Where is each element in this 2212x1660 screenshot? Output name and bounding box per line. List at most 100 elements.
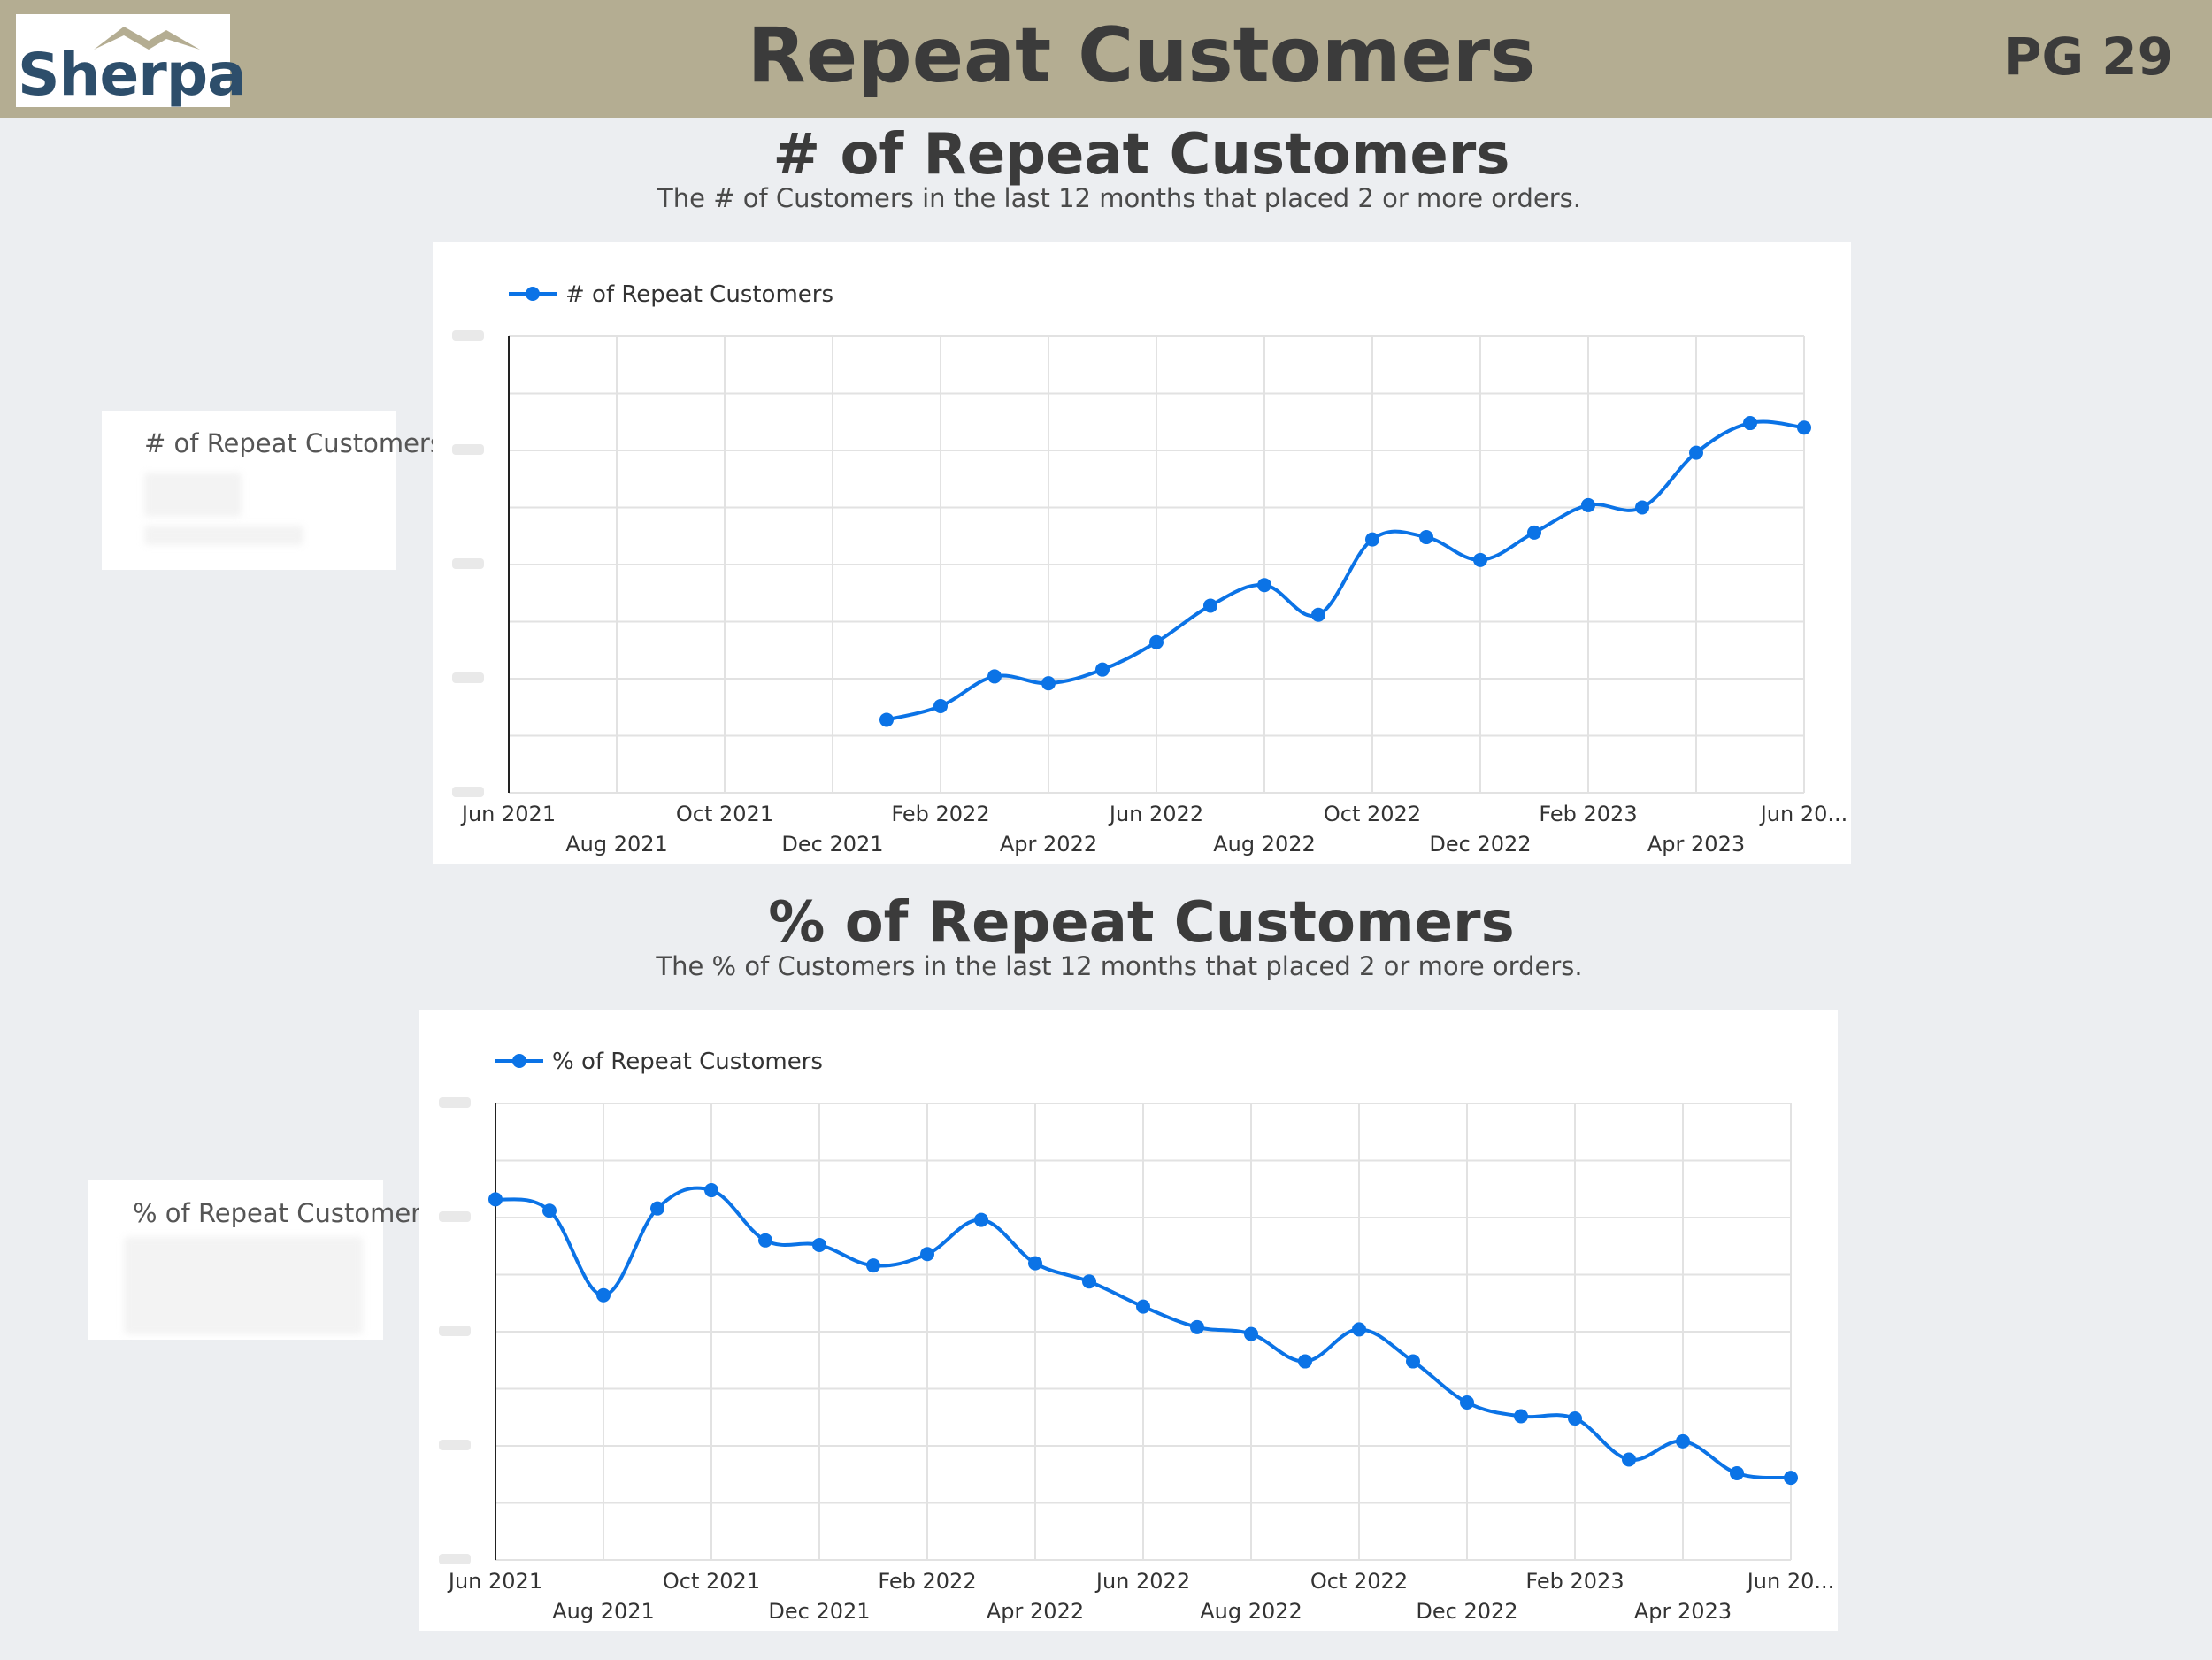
data-point[interactable] [1352, 1322, 1366, 1337]
data-point[interactable] [1730, 1465, 1744, 1480]
chart-card-percent: Jun 2021 Aug 2021 Oct 2021 Dec 2021 Feb 2022… [419, 1010, 1838, 1631]
data-point[interactable] [1149, 634, 1164, 649]
legend-label: % of Repeat Customers [552, 1049, 823, 1075]
y-tick-label-blurred [452, 558, 484, 569]
data-point[interactable] [1244, 1326, 1258, 1341]
data-point[interactable] [1095, 662, 1110, 677]
data-point[interactable] [866, 1258, 880, 1273]
data-point[interactable] [1406, 1354, 1420, 1369]
section1-subtitle: The # of Customers in the last 12 months… [657, 183, 1581, 213]
x-tick-label: Apr 2023 [1634, 1599, 1732, 1624]
mountain-logo-icon [94, 27, 200, 50]
section2-title: % of Repeat Customers [768, 890, 1515, 956]
x-tick-label: Feb 2022 [891, 802, 989, 826]
series-line [886, 419, 1805, 722]
data-point[interactable] [1460, 1395, 1474, 1410]
data-point[interactable] [488, 1192, 503, 1207]
kpi-value-blurred [124, 1237, 363, 1334]
data-point[interactable] [1028, 1256, 1042, 1271]
legend-swatch-dot [512, 1054, 526, 1068]
section1-title: # of Repeat Customers [772, 122, 1510, 188]
x-tick-label: Jun 2021 [460, 802, 556, 826]
data-point[interactable] [1568, 1411, 1582, 1426]
x-tick-label: Oct 2022 [1324, 802, 1421, 826]
x-tick-label: Dec 2022 [1429, 832, 1531, 857]
x-tick-label: Apr 2022 [1000, 832, 1097, 857]
data-point[interactable] [1257, 578, 1271, 593]
x-tick-label: Dec 2021 [781, 832, 883, 857]
x-tick-label: Jun 2022 [1108, 802, 1203, 826]
data-point[interactable] [542, 1203, 557, 1218]
data-point[interactable] [1041, 676, 1056, 691]
page-title: Repeat Customers [747, 12, 1536, 100]
sherpa-logo: Sherpa [16, 14, 247, 109]
x-tick-label: Apr 2022 [987, 1599, 1084, 1624]
data-point[interactable] [1298, 1354, 1312, 1369]
page-number: PG 29 [2003, 27, 2173, 87]
x-tick-label: Aug 2021 [565, 832, 668, 857]
data-point[interactable] [933, 698, 948, 713]
data-point[interactable] [987, 669, 1002, 684]
data-point[interactable] [1311, 607, 1325, 622]
x-tick-label: Dec 2021 [768, 1599, 870, 1624]
header-bar: Sherpa Repeat Customers PG 29 [0, 0, 2212, 118]
legend-label: # of Repeat Customers [565, 281, 833, 308]
data-point[interactable] [1136, 1299, 1150, 1314]
y-tick-label-blurred [452, 444, 484, 455]
data-point[interactable] [1082, 1274, 1096, 1289]
data-point[interactable] [1635, 500, 1649, 515]
data-point[interactable] [920, 1247, 934, 1262]
data-point[interactable] [974, 1212, 988, 1227]
kpi-label: # of Repeat Customers [144, 428, 443, 458]
y-tick-label-blurred [439, 1554, 471, 1564]
data-point[interactable] [1689, 445, 1703, 460]
data-point[interactable] [1419, 530, 1433, 545]
data-point[interactable] [1784, 1471, 1798, 1486]
kpi-card-count: # of Repeat Customers [102, 411, 443, 570]
data-point[interactable] [1203, 598, 1217, 613]
legend-swatch-dot [526, 287, 540, 301]
kpi-value-blurred [144, 473, 242, 517]
x-tick-label: Feb 2022 [878, 1569, 976, 1594]
data-point[interactable] [1190, 1319, 1204, 1334]
data-point[interactable] [758, 1233, 772, 1248]
data-point[interactable] [704, 1183, 718, 1198]
x-tick-label: Feb 2023 [1539, 802, 1637, 826]
x-tick-label: Dec 2022 [1416, 1599, 1517, 1624]
y-tick-label-blurred [439, 1211, 471, 1222]
kpi-card-percent: % of Repeat Customers [88, 1180, 434, 1340]
x-tick-label: Jun 2021 [447, 1569, 542, 1594]
data-point[interactable] [1527, 525, 1541, 540]
kpi-delta-blurred [144, 526, 303, 545]
data-point[interactable] [879, 712, 894, 727]
data-point[interactable] [596, 1287, 611, 1303]
section2-subtitle: The % of Customers in the last 12 months… [656, 951, 1583, 981]
data-point[interactable] [1473, 552, 1487, 567]
data-point[interactable] [1676, 1433, 1690, 1449]
x-tick-label: Feb 2023 [1525, 1569, 1624, 1594]
data-point[interactable] [812, 1237, 826, 1252]
count-line-chart: Jun 2021 Aug 2021 Oct 2021 Dec 2021 Feb 2022… [452, 281, 1847, 857]
data-point[interactable] [1797, 420, 1811, 435]
x-tick-label: Oct 2021 [663, 1569, 760, 1594]
y-tick-label-blurred [439, 1097, 471, 1108]
y-tick-label-blurred [439, 1440, 471, 1450]
data-point[interactable] [1622, 1452, 1636, 1467]
data-point[interactable] [650, 1201, 664, 1216]
y-tick-label-blurred [452, 330, 484, 341]
data-point[interactable] [1514, 1409, 1528, 1424]
x-tick-label: Aug 2022 [1213, 832, 1316, 857]
y-tick-label-blurred [452, 787, 484, 797]
x-tick-label: Apr 2023 [1647, 832, 1745, 857]
kpi-label: % of Repeat Customers [133, 1198, 435, 1228]
data-point[interactable] [1365, 532, 1379, 547]
percent-line-chart: Jun 2021 Aug 2021 Oct 2021 Dec 2021 Feb 2022… [439, 1049, 1834, 1624]
x-tick-label: Aug 2022 [1200, 1599, 1302, 1624]
x-tick-label: Oct 2021 [676, 802, 773, 826]
logo-text: Sherpa [18, 41, 247, 109]
y-tick-label-blurred [452, 672, 484, 683]
x-tick-label: Aug 2021 [552, 1599, 655, 1624]
data-point[interactable] [1743, 416, 1757, 431]
data-point[interactable] [1581, 497, 1595, 512]
y-tick-label-blurred [439, 1326, 471, 1336]
